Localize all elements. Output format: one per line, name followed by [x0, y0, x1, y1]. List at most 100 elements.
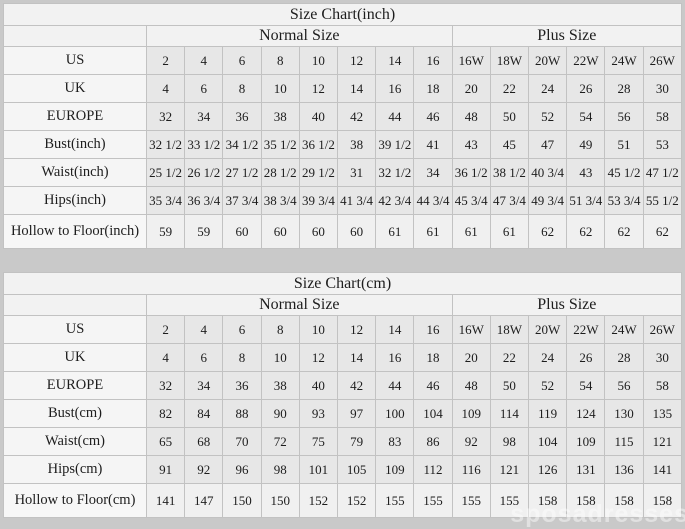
size-cell: 49 3/4	[528, 186, 568, 215]
size-cell: 36	[222, 102, 262, 131]
size-cell: 24	[528, 74, 568, 103]
size-cell: 55 1/2	[642, 186, 683, 215]
size-cell: 6	[184, 343, 224, 372]
size-cell: 22W	[566, 315, 606, 344]
table-row: EUROPE 32 34 36 38 40 42 44 46 48 50 52 54 56 58	[3, 102, 683, 131]
size-cell: 18	[413, 74, 453, 103]
size-cell: 20	[451, 343, 491, 372]
size-cell: 44	[375, 102, 415, 131]
size-cell: 56	[604, 371, 644, 400]
corner-cell	[3, 25, 147, 47]
size-cell: 12	[298, 343, 339, 372]
size-cell: 61	[413, 214, 453, 249]
size-cell: 79	[337, 427, 377, 456]
size-cell: 90	[260, 399, 300, 428]
size-cell: 37 3/4	[222, 186, 262, 215]
size-cell: 49	[566, 130, 606, 159]
size-cell: 34	[184, 102, 224, 131]
size-cell: 45 3/4	[451, 186, 491, 215]
size-cell: 34	[184, 371, 224, 400]
size-cell: 96	[222, 455, 262, 484]
size-cell: 16	[413, 46, 453, 75]
table-row: US 2 4 6 8 10 12 14 16 16W 18W 20W 22W 24W 26W	[3, 46, 683, 75]
size-cell: 62	[528, 214, 568, 249]
size-cell: 45	[489, 130, 530, 159]
size-cell: 43	[566, 158, 606, 187]
size-cell: 84	[184, 399, 224, 428]
size-cell: 61	[451, 214, 491, 249]
size-cell: 105	[337, 455, 377, 484]
size-cell: 20W	[528, 46, 568, 75]
size-cell: 45 1/2	[604, 158, 644, 187]
size-cell: 40	[298, 371, 339, 400]
size-cell: 42 3/4	[375, 186, 415, 215]
size-cell: 158	[604, 483, 644, 518]
column-group-row: Normal Size Plus Size	[3, 25, 683, 47]
size-cell: 61	[489, 214, 530, 249]
size-cell: 25 1/2	[145, 158, 186, 187]
size-cell: 53	[642, 130, 683, 159]
size-cell: 109	[451, 399, 491, 428]
row-label: Bust(cm)	[3, 399, 147, 428]
size-cell: 8	[260, 46, 300, 75]
table-row: EUROPE 32 34 36 38 40 42 44 46 48 50 52 54 56 58	[3, 371, 683, 400]
size-cell: 16	[375, 343, 415, 372]
size-cell: 18W	[489, 46, 530, 75]
size-cell: 116	[451, 455, 491, 484]
size-cell: 53 3/4	[604, 186, 644, 215]
row-label: EUROPE	[3, 371, 147, 400]
size-cell: 4	[184, 46, 224, 75]
size-cell: 14	[375, 315, 415, 344]
size-cell: 152	[337, 483, 377, 518]
size-cell: 18W	[489, 315, 530, 344]
table-row: US 2 4 6 8 10 12 14 16 16W 18W 20W 22W 24W 26W	[3, 315, 683, 344]
size-cell: 97	[337, 399, 377, 428]
size-cell: 6	[222, 315, 262, 344]
table-row: Bust(cm) 82 84 88 90 93 97 100 104 109 114 119 124 13…	[3, 399, 683, 428]
size-cell: 59	[145, 214, 186, 249]
size-cell: 104	[528, 427, 568, 456]
row-label: Waist(cm)	[3, 427, 147, 456]
size-cell: 14	[337, 74, 377, 103]
column-group-label: Plus Size	[451, 294, 683, 316]
size-cell: 30	[642, 74, 683, 103]
size-cell: 150	[260, 483, 300, 518]
size-cell: 150	[222, 483, 262, 518]
size-cell: 4	[145, 74, 186, 103]
row-label: EUROPE	[3, 102, 147, 131]
size-cell: 41	[413, 130, 453, 159]
size-cell: 32 1/2	[145, 130, 186, 159]
size-cell: 158	[528, 483, 568, 518]
size-cell: 24W	[604, 315, 644, 344]
size-cell: 82	[145, 399, 186, 428]
size-cell: 47 1/2	[642, 158, 683, 187]
size-cell: 40 3/4	[528, 158, 568, 187]
size-cell: 56	[604, 102, 644, 131]
size-cell: 10	[298, 46, 339, 75]
size-cell: 109	[375, 455, 415, 484]
size-cell: 155	[489, 483, 530, 518]
size-cell: 51	[604, 130, 644, 159]
row-label: UK	[3, 343, 147, 372]
size-cell: 32	[145, 371, 186, 400]
size-cell: 35 3/4	[145, 186, 186, 215]
size-cell: 52	[528, 102, 568, 131]
size-cell: 2	[145, 315, 186, 344]
size-cell: 51 3/4	[566, 186, 606, 215]
size-cell: 28	[604, 343, 644, 372]
size-cell: 40	[298, 102, 339, 131]
size-chart-inch-table: Size Chart(inch) Normal Size Plus Size US 2 4…	[3, 3, 683, 249]
size-cell: 93	[298, 399, 339, 428]
row-label: Hollow to Floor(inch)	[3, 214, 147, 249]
size-cell: 147	[184, 483, 224, 518]
size-cell: 26	[566, 343, 606, 372]
size-cell: 43	[451, 130, 491, 159]
size-cell: 47 3/4	[489, 186, 530, 215]
size-cell: 32	[145, 102, 186, 131]
size-cell: 60	[298, 214, 339, 249]
size-cell: 70	[222, 427, 262, 456]
size-cell: 48	[451, 102, 491, 131]
table-row: Hips(inch) 35 3/4 36 3/4 37 3/4 38 3/4 39 3/4…	[3, 186, 683, 215]
size-cell: 141	[642, 455, 683, 484]
size-cell: 124	[566, 399, 606, 428]
